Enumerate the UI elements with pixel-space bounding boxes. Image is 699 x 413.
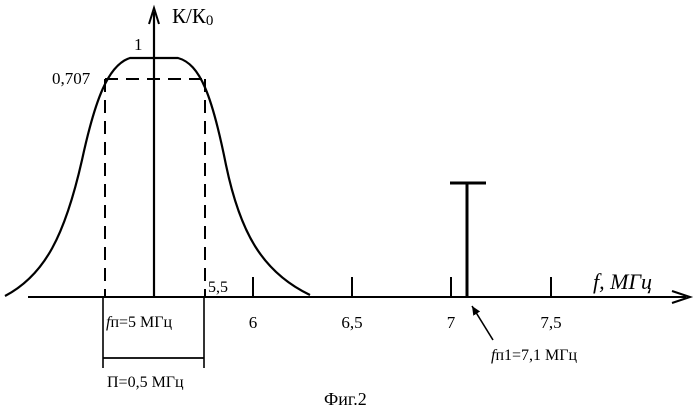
x-axis-label: f, МГц: [593, 269, 652, 294]
interference-frequency-label: fп1=7,1 МГц: [491, 347, 578, 364]
level-label: 0,707: [52, 69, 91, 88]
tick-label-6-5: 6,5: [341, 313, 362, 332]
tick-label-5-5: 5,5: [208, 279, 228, 296]
tick-label-7-5: 7,5: [540, 313, 561, 332]
response-curve: [5, 58, 310, 296]
interference-pointer-arrow: [472, 306, 493, 340]
bandwidth-label: П=0,5 МГц: [107, 374, 184, 391]
center-frequency-label: fп=5 МГц: [106, 314, 173, 331]
tick-label-7: 7: [447, 313, 456, 332]
y-axis-label: К/К0: [172, 4, 213, 29]
figure-caption: Фиг.2: [324, 389, 367, 409]
peak-label: 1: [134, 35, 143, 54]
tick-label-6: 6: [249, 313, 258, 332]
